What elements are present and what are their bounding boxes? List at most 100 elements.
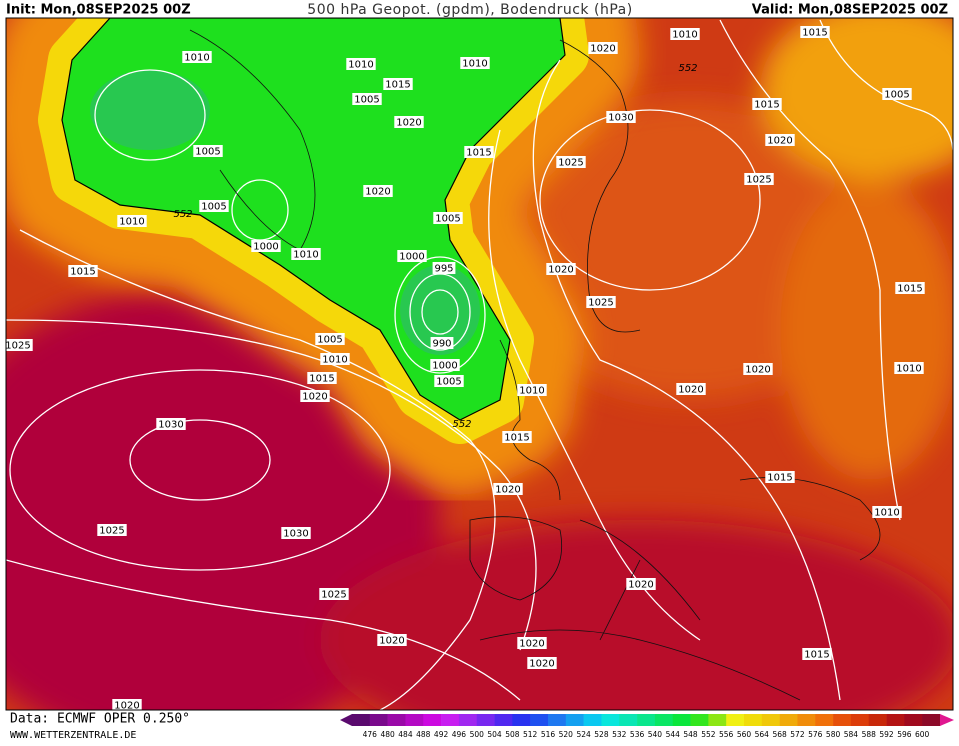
isobar-label-box — [346, 58, 376, 70]
colorbar-label: 512 — [523, 730, 538, 739]
colorbar-label: 588 — [862, 730, 877, 739]
isobar-label-box — [626, 578, 656, 590]
isobar-label: 1020 — [495, 485, 520, 496]
isobar-label-box — [556, 156, 586, 168]
isobar-label: 1020 — [590, 44, 615, 55]
colorbar-label: 572 — [790, 730, 805, 739]
colorbar-label: 548 — [683, 730, 698, 739]
isobar-label-box — [586, 296, 616, 308]
isobar-label-box — [502, 431, 532, 443]
colorbar-label: 524 — [576, 730, 591, 739]
isobar-label-box — [606, 111, 636, 123]
website: WWW.WETTERZENTRALE.DE — [10, 730, 136, 741]
isobar-label-box — [752, 98, 782, 110]
isobar-label-box — [281, 527, 311, 539]
colorbar-swatch — [583, 714, 602, 726]
isobar-label-box — [434, 375, 464, 387]
isobar-label: 1010 — [293, 250, 318, 261]
isobar-label: 1030 — [608, 113, 633, 124]
colorbar-swatch — [548, 714, 567, 726]
isobar-label-box — [464, 146, 494, 158]
colorbar-label: 516 — [541, 730, 556, 739]
isobar-label: 1015 — [504, 433, 529, 444]
colorbar-label: 528 — [594, 730, 609, 739]
colorbar-swatch — [815, 714, 834, 726]
isobar-label-box — [800, 26, 830, 38]
isobar-label: 1030 — [158, 420, 183, 431]
colorbar-label: 504 — [487, 730, 502, 739]
colorbar-swatch — [619, 714, 638, 726]
valid-time: Valid: Mon,08SEP2025 00Z — [752, 3, 948, 18]
isobar-label-box — [517, 384, 547, 396]
isobar-label: 1010 — [119, 217, 144, 228]
isobar-label: 1020 — [745, 365, 770, 376]
isobar-label-box — [319, 588, 349, 600]
colorbar-label: 560 — [737, 730, 752, 739]
colorbar-label: 480 — [380, 730, 395, 739]
isobar-label: 1010 — [348, 60, 373, 71]
isobar-label-box — [527, 657, 557, 669]
colorbar-label: 532 — [612, 730, 627, 739]
colorbar-label: 552 — [701, 730, 716, 739]
isobar-label: 1000 — [399, 252, 424, 263]
colorbar-swatch — [779, 714, 798, 726]
colorbar-label: 520 — [559, 730, 574, 739]
colorbar-swatch — [565, 714, 584, 726]
isobar-label-box — [182, 51, 212, 63]
isobar-label: 1005 — [436, 377, 461, 388]
map-title: 500 hPa Geopot. (gpdm), Bodendruck (hPa) — [307, 2, 632, 18]
isobar-label-box — [743, 363, 773, 375]
colorbar-swatch — [886, 714, 905, 726]
isobar-label-box — [97, 524, 127, 536]
colorbar-swatch — [387, 714, 406, 726]
colorbar-swatch — [654, 714, 674, 726]
colorbar-swatch — [797, 714, 816, 726]
isobar-label: 1015 — [466, 148, 491, 159]
colorbar-label: 492 — [434, 730, 449, 739]
isobar-label: 1025 — [5, 341, 30, 352]
colorbar-swatch — [672, 714, 691, 726]
colorbar-swatch — [405, 714, 424, 726]
colorbar-swatch — [726, 714, 745, 726]
isobar-label-box — [397, 250, 427, 262]
isobar-label-box — [315, 333, 345, 345]
colorbar-swatch — [833, 714, 852, 726]
colorbar-swatch — [868, 714, 887, 726]
isobar-label-box — [394, 116, 424, 128]
isobar-label: 1010 — [184, 53, 209, 64]
isobar-label: 1025 — [99, 526, 124, 537]
isobar-label: 1010 — [322, 355, 347, 366]
isobar-label-box — [363, 185, 393, 197]
isobar-label: 1030 — [283, 529, 308, 540]
init-time: Init: Mon,08SEP2025 00Z — [6, 3, 191, 18]
isobar-label: 995 — [434, 264, 453, 275]
isobar-label-box — [193, 145, 223, 157]
colorbar-swatch — [744, 714, 763, 726]
isobar-label-box — [493, 483, 523, 495]
isobar-label: 1020 — [548, 265, 573, 276]
isobar-label: 1015 — [802, 28, 827, 39]
isobar-label-box — [433, 212, 463, 224]
isobar-label-box — [872, 506, 902, 518]
colorbar-label: 568 — [772, 730, 787, 739]
isobar-label-box — [517, 637, 547, 649]
isobar-label: 1025 — [558, 158, 583, 169]
isobar-label: 1015 — [804, 650, 829, 661]
geopotential-label: 552 — [173, 209, 192, 220]
isobar-label: 1005 — [195, 147, 220, 158]
isobar-label-box — [251, 240, 281, 252]
isobar-label-box — [383, 78, 413, 90]
map-frame — [5, 17, 954, 711]
isobar-label-box — [676, 383, 706, 395]
isobar-label: 1020 — [519, 639, 544, 650]
isobar-label: 1010 — [874, 508, 899, 519]
colorbar-label: 488 — [416, 730, 431, 739]
colorbar-arrow-right — [940, 714, 954, 726]
geopotential-label: 552 — [452, 419, 471, 430]
isobar-label: 1015 — [70, 267, 95, 278]
isobar-label: 1020 — [396, 118, 421, 129]
isobar-label: 1020 — [365, 187, 390, 198]
isobar-label-box — [307, 372, 337, 384]
isobar-label: 1025 — [746, 175, 771, 186]
